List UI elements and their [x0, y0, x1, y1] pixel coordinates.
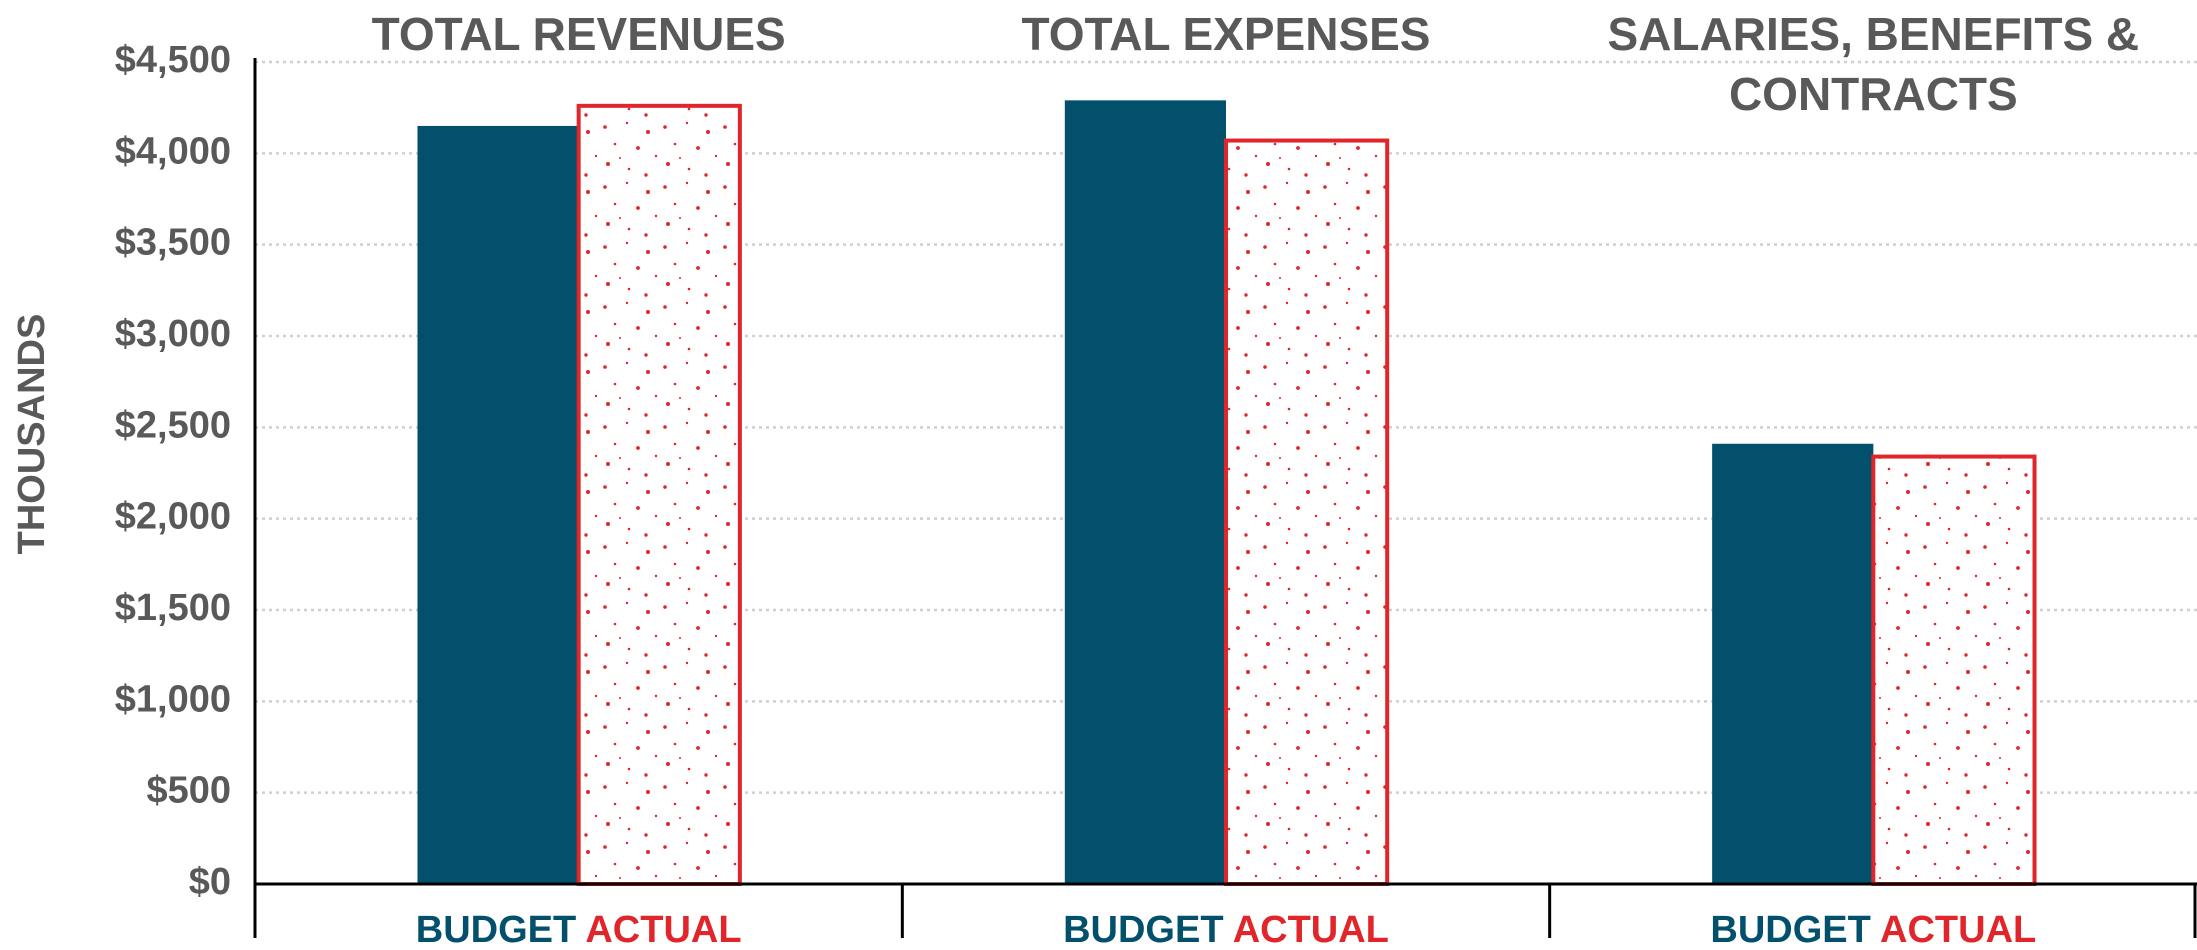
y-tick-label: $2,000: [115, 496, 231, 538]
series-label: BUDGET: [416, 909, 576, 950]
y-tick-label: $2,500: [115, 404, 231, 446]
bar: [1224, 138, 1390, 886]
bar: [1064, 100, 1226, 885]
y-tick-label: $500: [146, 770, 231, 812]
series-label: ACTUAL: [585, 909, 741, 950]
bar: [576, 103, 742, 886]
y-tick-label: $3,000: [115, 313, 231, 355]
bar: [417, 125, 579, 884]
group-title: SALARIES, BENEFITS & CONTRACTS: [1607, 8, 2140, 120]
group-series-labels: BUDGET ACTUAL: [1710, 909, 2036, 950]
series-label: ACTUAL: [1233, 909, 1389, 950]
series-label: BUDGET: [1710, 909, 1870, 950]
y-tick-label: $3,500: [115, 222, 231, 264]
y-tick-label: $4,000: [115, 130, 231, 172]
group-series-labels: BUDGET ACTUAL: [1063, 909, 1389, 950]
y-tick-label: $1,500: [115, 587, 231, 629]
y-tick-label: $0: [189, 861, 231, 903]
group-series-labels: BUDGET ACTUAL: [416, 909, 742, 950]
bar: [1871, 454, 2037, 886]
series-label: BUDGET: [1063, 909, 1223, 950]
group-title: TOTAL REVENUES: [371, 8, 786, 60]
y-axis-label: THOUSANDS: [11, 314, 53, 555]
bar: [1712, 443, 1874, 884]
series-label: ACTUAL: [1880, 909, 2036, 950]
y-tick-label: $4,500: [115, 39, 231, 81]
y-tick-label: $1,000: [115, 678, 231, 720]
group-title: TOTAL EXPENSES: [1021, 8, 1431, 60]
